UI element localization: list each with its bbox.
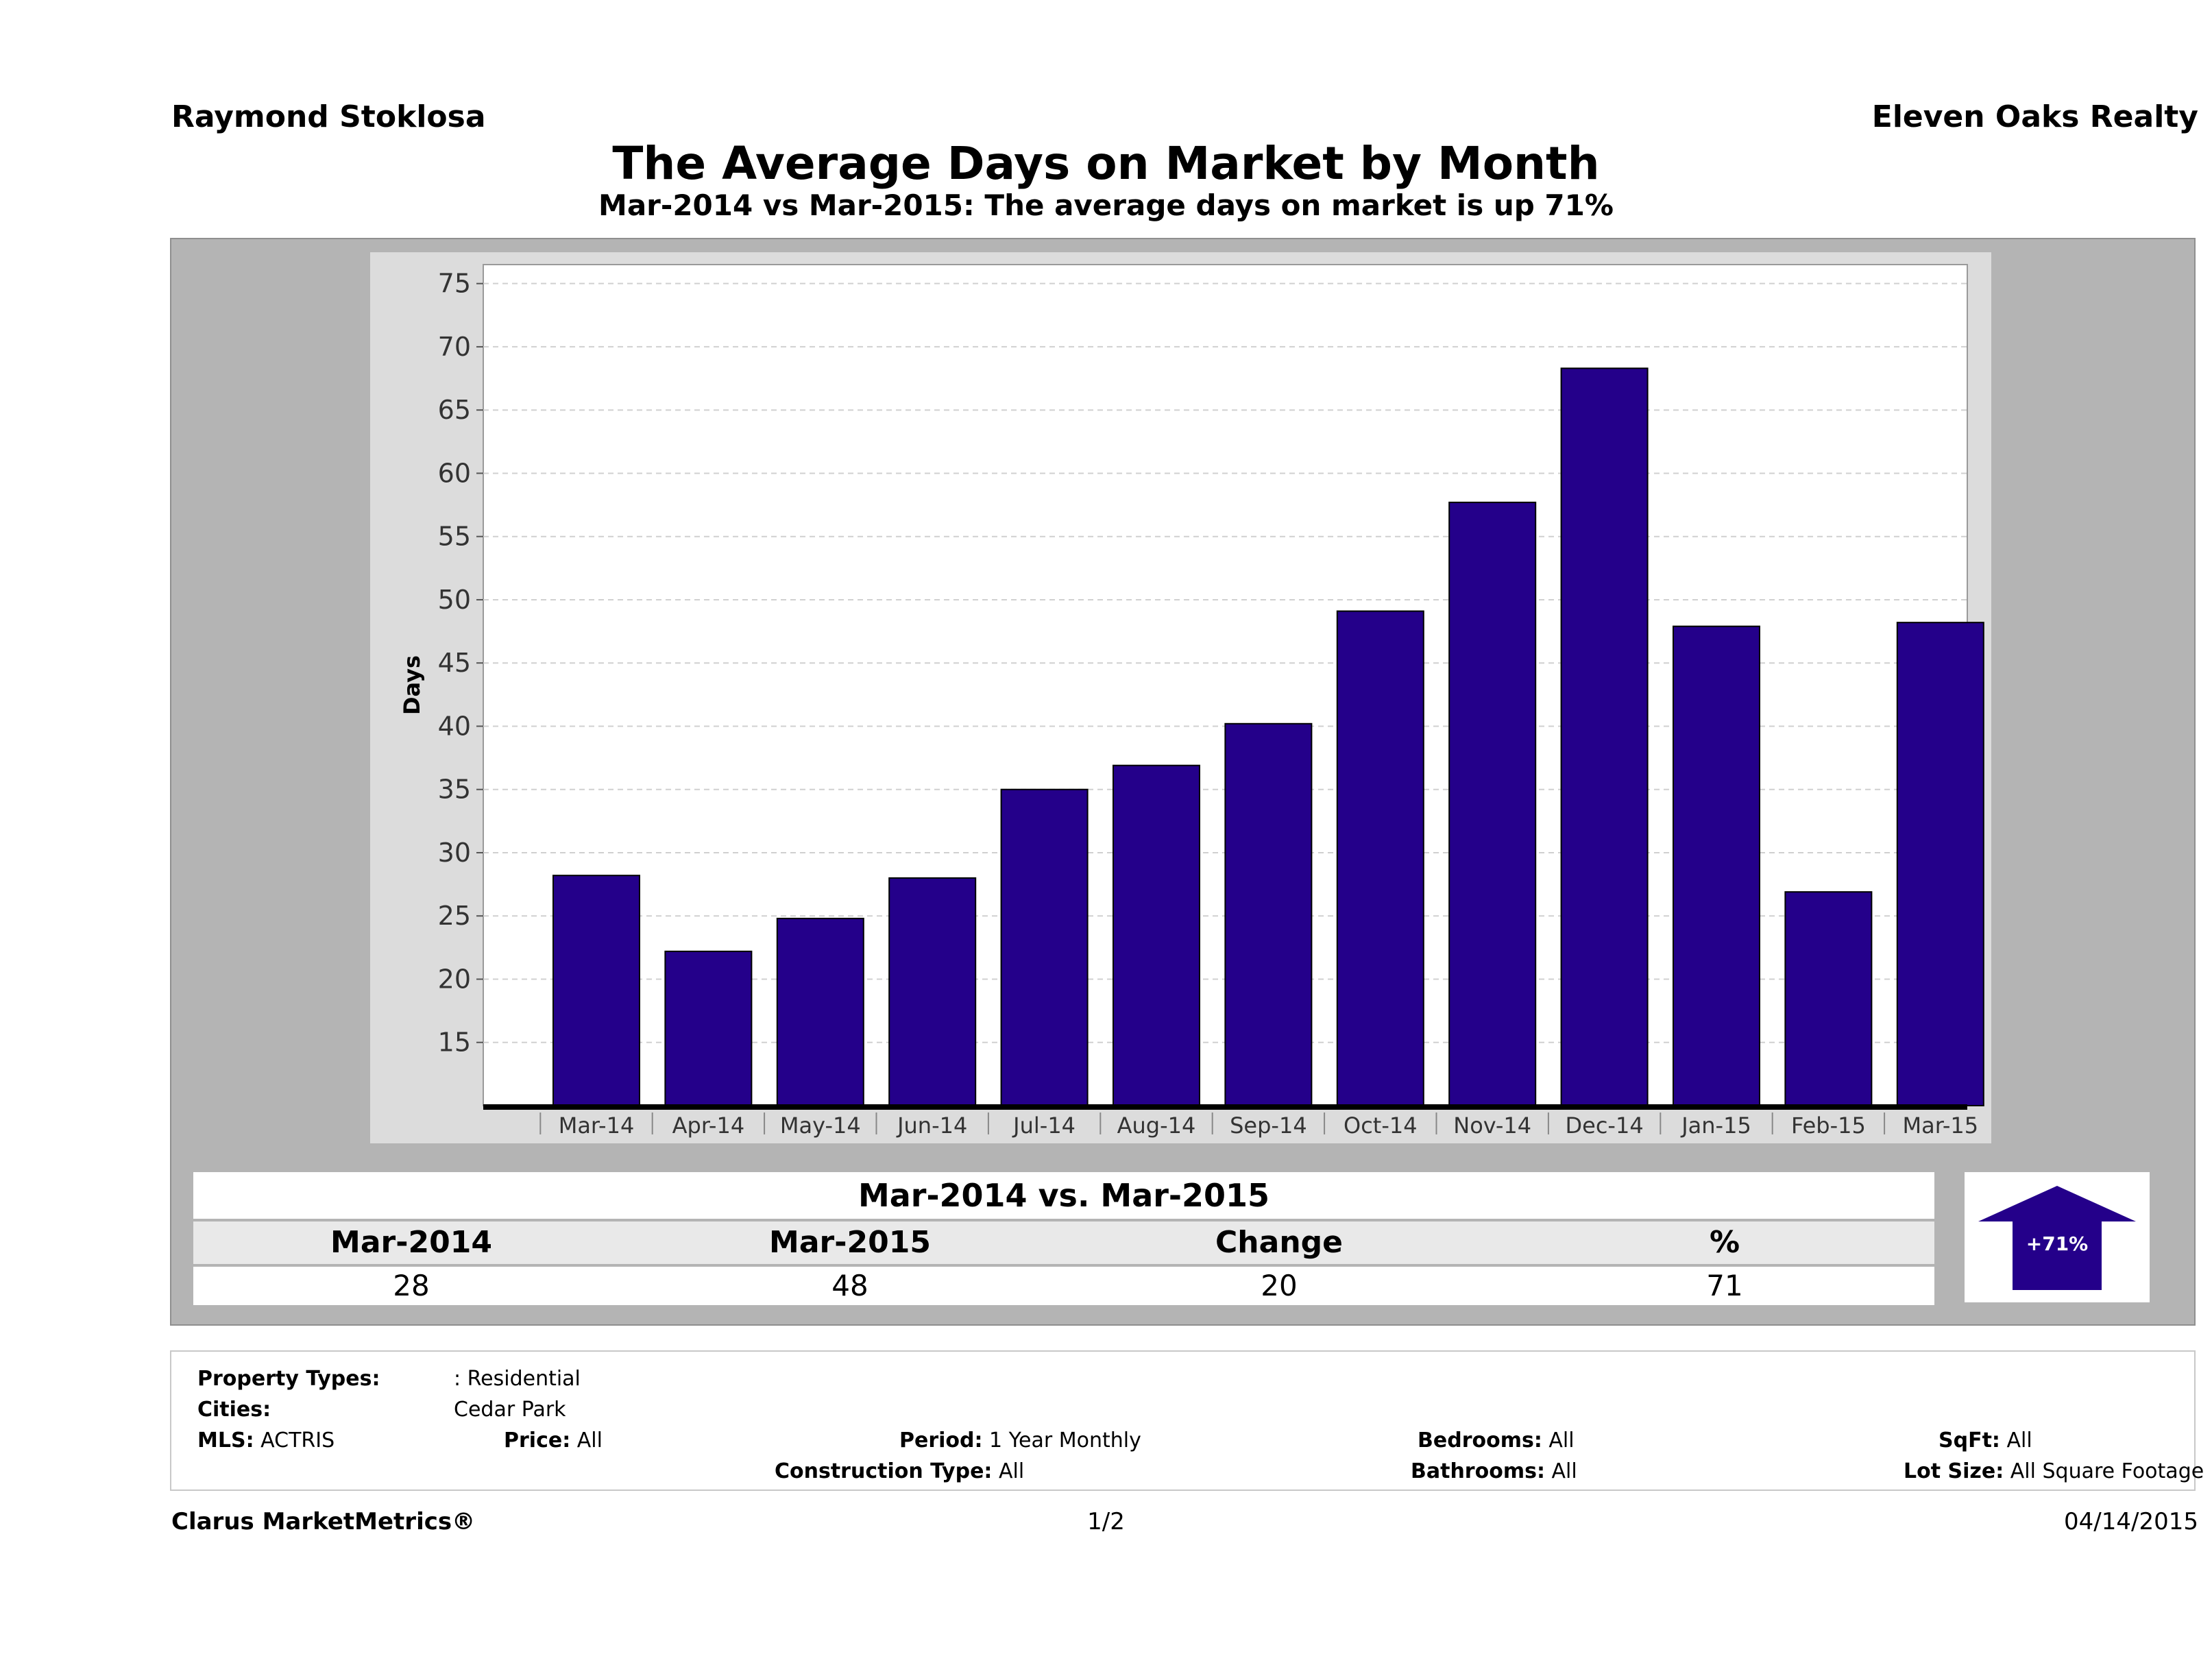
x-tick-label: Jun-14 [896,1112,967,1139]
comparison-header-end: Mar-2015 [769,1225,931,1260]
comparison-value-end: 48 [831,1269,868,1302]
y-axis-label: Days [399,655,425,715]
comparison-title: Mar-2014 vs. Mar-2015 [193,1172,1934,1219]
x-tick-label: Aug-14 [1117,1112,1196,1139]
comparison-value-percent: 71 [1706,1269,1743,1302]
comparison-value-start: 28 [393,1269,430,1302]
bar [1113,764,1200,1106]
bar [1336,610,1424,1106]
x-tick-label: Mar-15 [1903,1112,1979,1139]
brokerage-name: Eleven Oaks Realty [1871,99,2198,134]
criteria-cities-label: Cities: [197,1398,271,1422]
y-tick-label: 55 [438,522,471,552]
x-tick-label: Oct-14 [1344,1112,1418,1139]
criteria-period-value: 1 Year Monthly [989,1428,1141,1452]
comparison-header-change: Change [1215,1225,1343,1260]
y-tick-label: 65 [438,395,471,425]
x-tick-label: Sep-14 [1230,1112,1307,1139]
bar-chart: 15 20 25 30 35 40 45 50 55 60 65 70 75 Days Mar-14 Apr-… [399,264,1984,1139]
criteria-bathrooms: Bathrooms: All [1411,1459,1577,1483]
y-tick-label: 35 [438,775,471,805]
bar [1224,722,1313,1106]
criteria-construction-value: All [998,1459,1025,1483]
criteria-price: Price: All [504,1428,603,1452]
comparison-header-row: Mar-2014 Mar-2015 Change % [193,1221,1934,1264]
criteria-period-label: Period: [899,1428,983,1452]
comparison-header-start: Mar-2014 [330,1225,492,1260]
criteria-bedrooms-label: Bedrooms: [1418,1428,1542,1452]
criteria-sqft: SqFt: All [1938,1428,2032,1452]
x-tick-label: Dec-14 [1566,1112,1644,1139]
y-tick-label: 75 [438,269,471,299]
report-subtitle: Mar-2014 vs Mar-2015: The average days o… [598,189,1614,222]
footer-brand: Clarus MarketMetrics® [171,1508,476,1535]
bar [888,877,977,1106]
search-criteria: Property Types: : Residential Cities: Ce… [170,1350,2204,1491]
criteria-sqft-value: All [2006,1428,2032,1452]
x-tick-label: Apr-14 [672,1112,745,1139]
comparison-value-change: 20 [1261,1269,1298,1302]
criteria-bathrooms-value: All [1551,1459,1577,1483]
y-tick-label: 15 [438,1028,471,1058]
bar [1560,367,1649,1107]
bar [552,875,640,1106]
bar [1000,788,1089,1106]
y-tick-label: 70 [438,332,471,362]
up-arrow-icon [1978,1186,2136,1290]
comparison-value-row: 28 48 20 71 [193,1267,1934,1305]
y-tick-label: 30 [438,838,471,868]
footer-page-number: 1/2 [1087,1508,1125,1535]
bar [1784,891,1873,1107]
agent-name: Raymond Stoklosa [171,99,486,134]
x-tick-label: May-14 [780,1112,861,1139]
criteria-mls-value: ACTRIS [260,1428,335,1452]
criteria-mls: MLS: ACTRIS [197,1428,335,1452]
x-tick-label: Nov-14 [1453,1112,1531,1139]
change-badge: +71% [1965,1172,2150,1302]
criteria-price-value: All [576,1428,603,1452]
criteria-lot-size-label: Lot Size: [1904,1459,2004,1483]
criteria-property-types-label: Property Types: [197,1367,380,1391]
bar [1896,622,1984,1106]
criteria-bedrooms: Bedrooms: All [1418,1428,1575,1452]
criteria-cities: Cities: [197,1398,271,1422]
y-tick-label: 45 [438,648,471,678]
bar [1448,501,1537,1106]
criteria-construction: Construction Type: All [775,1459,1024,1483]
x-tick-label: Jul-14 [1012,1112,1075,1139]
criteria-mls-label: MLS: [197,1428,254,1452]
footer-date: 04/14/2015 [2064,1508,2198,1535]
x-tick-label: Feb-15 [1791,1112,1866,1139]
criteria-period: Period: 1 Year Monthly [899,1428,1141,1452]
criteria-bathrooms-label: Bathrooms: [1411,1459,1545,1483]
y-tick-label: 60 [438,458,471,488]
y-tick-label: 50 [438,585,471,615]
criteria-lot-size: Lot Size: All Square Footage [1904,1459,2204,1483]
y-tick-label: 20 [438,964,471,994]
chart-panel: 15 20 25 30 35 40 45 50 55 60 65 70 75 Days Mar-14 Apr-… [370,252,1991,1143]
x-tick-label: Mar-14 [559,1112,635,1139]
criteria-cities-value: Cedar Park [454,1398,566,1422]
y-tick-label: 40 [438,711,471,741]
criteria-price-label: Price: [504,1428,571,1452]
criteria-property-types-value: : Residential [454,1367,581,1391]
bar [776,917,864,1106]
bar [664,950,753,1106]
criteria-sqft-label: SqFt: [1938,1428,2000,1452]
criteria-bedrooms-value: All [1548,1428,1575,1452]
criteria-construction-label: Construction Type: [775,1459,993,1483]
x-tick-label: Jan-15 [1680,1112,1751,1139]
criteria-lot-size-value: All Square Footage [2010,1459,2204,1483]
change-badge-label: +71% [2026,1232,2089,1255]
comparison-header-percent: % [1709,1225,1740,1260]
criteria-property-types: Property Types: [197,1367,380,1391]
y-tick-label: 25 [438,901,471,931]
bar [1673,625,1760,1106]
report-title: The Average Days on Market by Month [612,137,1600,190]
